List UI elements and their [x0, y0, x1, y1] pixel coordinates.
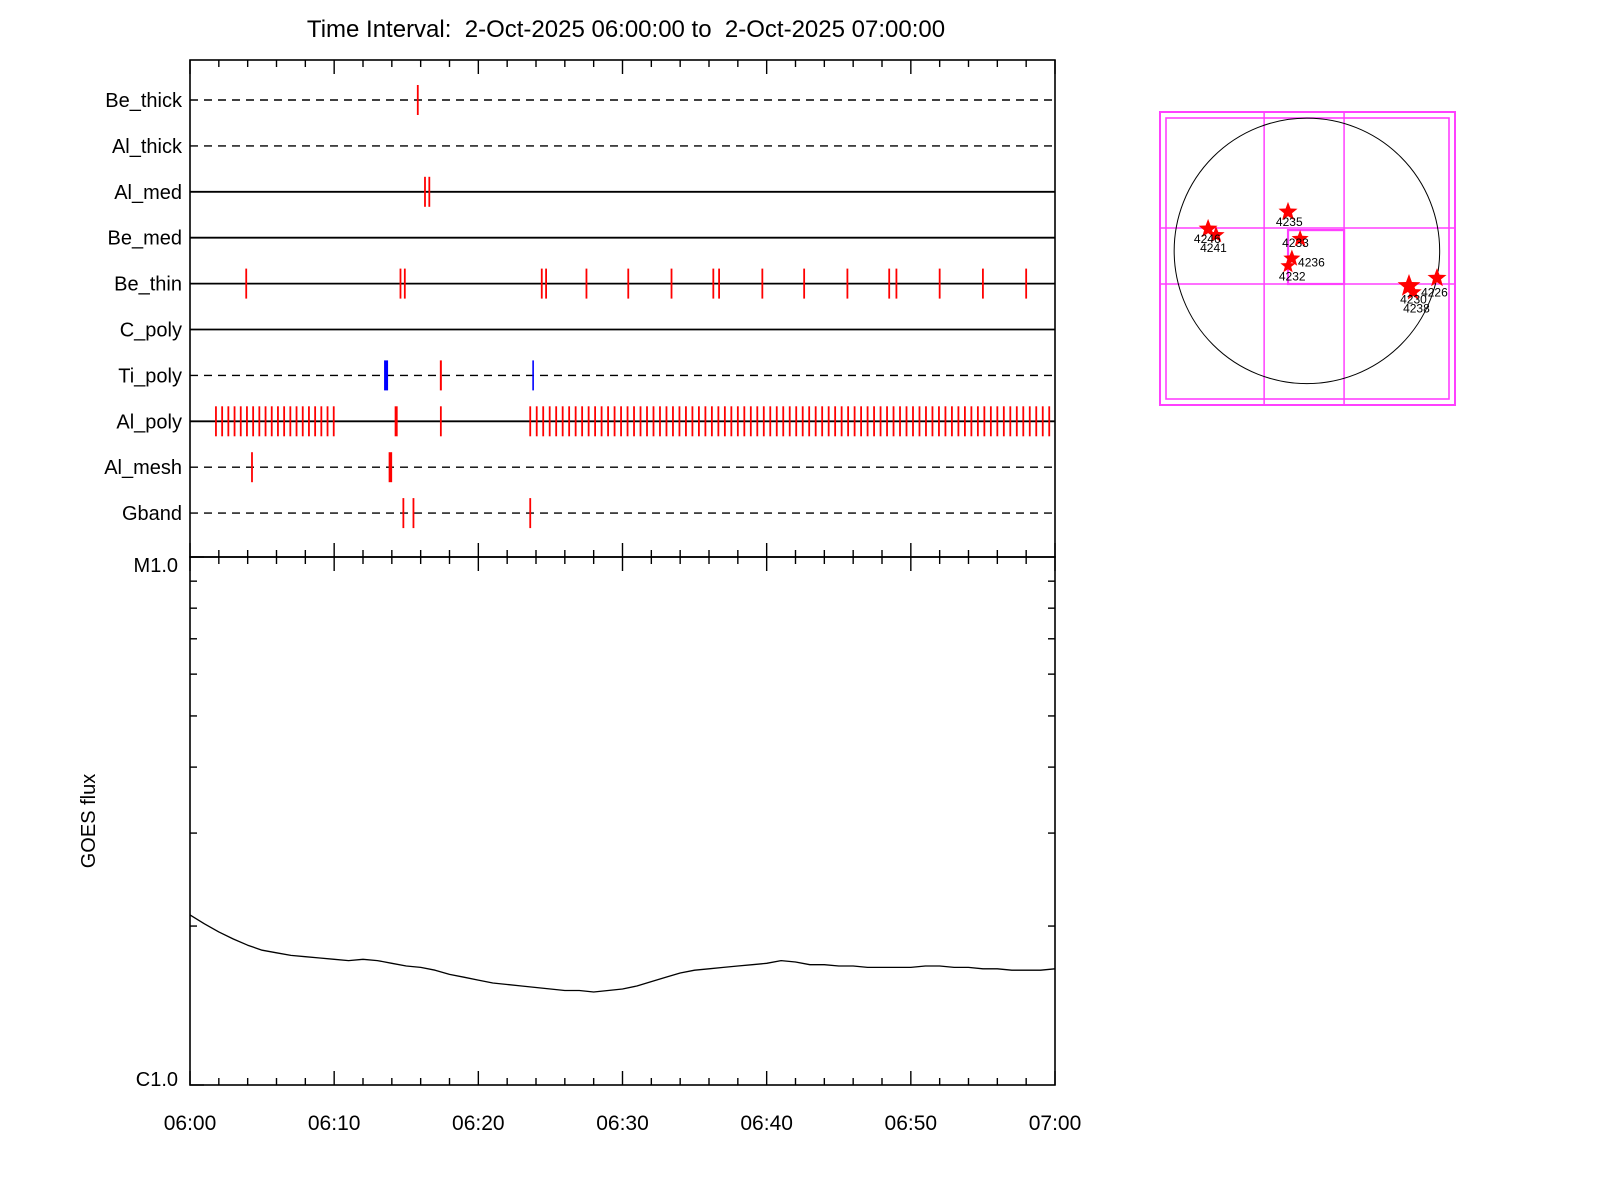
channel-label: C_poly — [120, 320, 182, 342]
active-region-star — [1397, 274, 1421, 296]
active-region-star — [1280, 257, 1296, 273]
active-region-label: 4232 — [1279, 269, 1306, 283]
x-axis-label: 06:40 — [740, 1112, 793, 1135]
goes-flux-curve — [189, 914, 1056, 993]
active-region-label: 4233 — [1282, 236, 1309, 250]
active-region-label: 4238 — [1403, 302, 1430, 316]
active-region-star — [1404, 283, 1422, 300]
x-axis-label: 06:20 — [452, 1112, 505, 1135]
channel-label: Be_thin — [114, 274, 182, 296]
x-axis-label: 06:10 — [308, 1112, 361, 1135]
channel-label: Ti_poly — [118, 365, 182, 387]
timeline-panel-border — [189, 59, 1056, 558]
channel-label: Gband — [122, 503, 182, 525]
goes-panel-border — [189, 556, 1056, 1086]
x-axis-label: 06:00 — [164, 1112, 217, 1135]
channel-label: Al_thick — [112, 136, 183, 158]
x-axis-label: 06:30 — [596, 1112, 649, 1135]
fov-outer-box — [1159, 111, 1456, 406]
page-title: Time Interval: 2-Oct-2025 06:00:00 to 2-… — [306, 16, 946, 43]
channel-label: Al_poly — [116, 411, 182, 433]
y-axis-label-c1: C1.0 — [136, 1069, 178, 1091]
active-region-label: 4226 — [1421, 286, 1448, 300]
active-region-star — [1291, 229, 1309, 247]
solar-limb-circle — [1173, 117, 1441, 385]
y-axis-label-m1: M1.0 — [134, 555, 178, 577]
x-axis-label: 06:50 — [885, 1112, 938, 1135]
active-region-label: 4235 — [1276, 215, 1303, 229]
active-region-label: 4246 — [1194, 232, 1221, 246]
active-region-star — [1427, 268, 1447, 287]
active-region-star — [1283, 249, 1301, 266]
x-axis-label: 07:00 — [1029, 1112, 1082, 1135]
active-region-label: 4230 — [1400, 293, 1427, 307]
active-region-label: 4236 — [1298, 255, 1325, 269]
active-region-star — [1198, 218, 1218, 237]
active-region-label: 4241 — [1200, 241, 1227, 255]
active-region-star — [1278, 201, 1298, 220]
goes-ylabel: GOES flux — [78, 774, 100, 868]
channel-label: Al_med — [114, 182, 182, 204]
channel-label: Be_thick — [105, 90, 183, 112]
active-region-star — [1207, 226, 1225, 243]
channel-label: Be_med — [108, 228, 183, 250]
channel-label: Al_mesh — [104, 457, 182, 479]
